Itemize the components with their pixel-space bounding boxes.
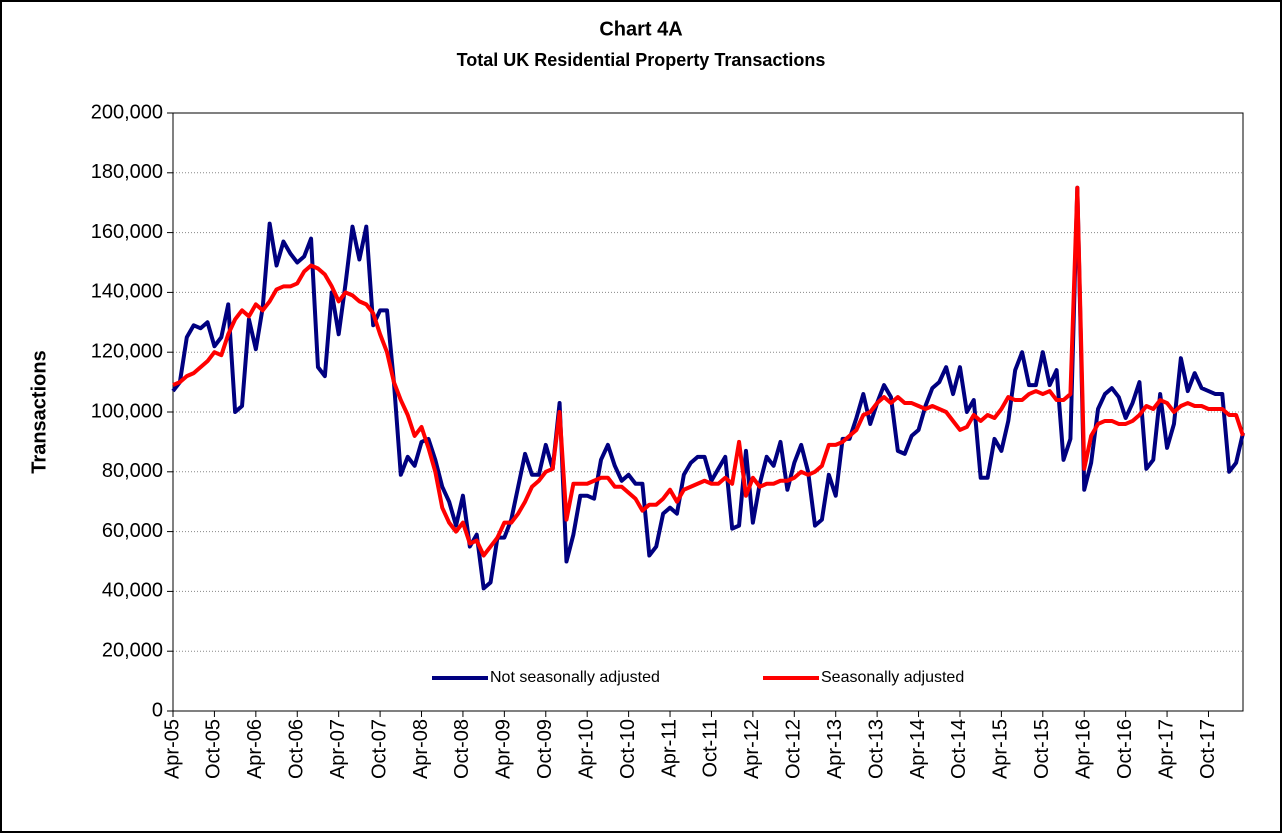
y-tick-label: 100,000: [91, 400, 163, 422]
x-tick-label: Oct-07: [368, 719, 390, 779]
x-tick-label: Apr-17: [1155, 719, 1177, 779]
x-tick-label: Apr-09: [493, 719, 515, 779]
x-tick-label: Apr-05: [161, 719, 183, 779]
y-tick-label: 160,000: [91, 221, 163, 243]
x-tick-label: Apr-07: [327, 719, 349, 779]
x-tick-label: Apr-08: [410, 719, 432, 779]
y-tick-label: 20,000: [102, 639, 163, 661]
x-tick-label: Apr-15: [990, 719, 1012, 779]
legend-label: Seasonally adjusted: [821, 669, 964, 686]
series-line: [172, 185, 1245, 558]
plot-area: [172, 112, 1244, 712]
x-tick-label: Apr-10: [575, 719, 597, 779]
y-tick-label: 60,000: [102, 520, 163, 542]
x-tick-label: Apr-13: [824, 719, 846, 779]
x-tick-label: Oct-16: [1114, 719, 1136, 779]
x-tick-label: Apr-11: [658, 719, 680, 778]
chart-title: Chart 4A: [599, 18, 682, 40]
y-tick-label: 0: [152, 699, 163, 721]
y-tick-label: 40,000: [102, 580, 163, 602]
x-tick-label: Oct-05: [203, 719, 225, 779]
x-tick-label: Oct-08: [451, 719, 473, 779]
x-tick-label: Oct-11: [700, 719, 722, 778]
x-tick-label: Oct-10: [617, 719, 639, 779]
x-tick-label: Oct-12: [783, 719, 805, 779]
y-tick-label: 180,000: [91, 161, 163, 183]
x-tick-label: Oct-14: [948, 719, 970, 779]
x-tick-label: Oct-06: [286, 719, 308, 779]
x-tick-label: Apr-16: [1073, 719, 1095, 779]
x-tick-label: Apr-06: [244, 719, 266, 779]
y-tick-label: 200,000: [91, 101, 163, 123]
chart-subtitle: Total UK Residential Property Transactio…: [457, 50, 826, 70]
series-line: [171, 185, 1245, 591]
y-tick-label: 80,000: [102, 460, 163, 482]
x-tick-label: Oct-09: [534, 719, 556, 779]
y-tick-label: 120,000: [91, 340, 163, 362]
y-tick-label: 140,000: [91, 281, 163, 303]
x-tick-label: Apr-14: [907, 719, 929, 779]
x-tick-label: Oct-13: [865, 719, 887, 779]
x-tick-label: Oct-15: [1031, 719, 1053, 779]
x-tick-label: Apr-12: [741, 719, 763, 779]
legend-label: Not seasonally adjusted: [490, 669, 660, 686]
x-tick-label: Oct-17: [1197, 719, 1219, 779]
y-axis-label: Transactions: [28, 350, 50, 473]
